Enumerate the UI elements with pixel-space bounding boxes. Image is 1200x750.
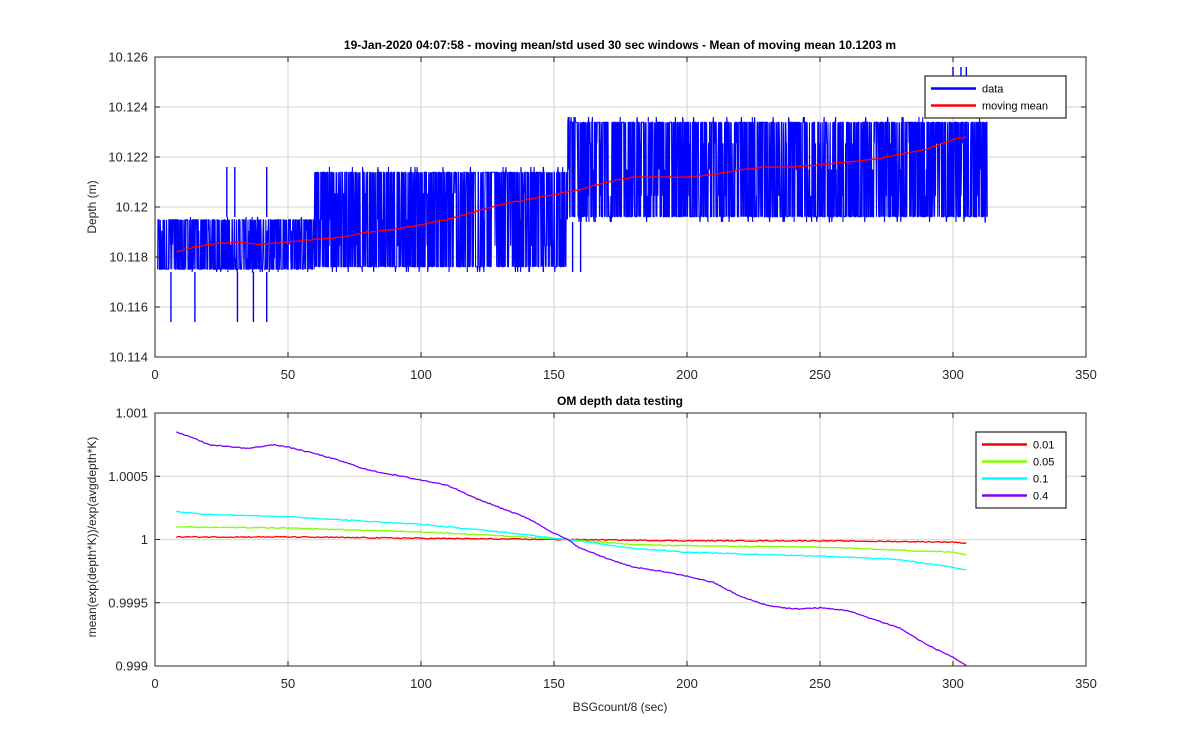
y-tick-label: 10.114 <box>109 350 148 365</box>
legend-label: 0.1 <box>1033 474 1048 486</box>
y-tick-label: 10.126 <box>108 50 148 65</box>
legend-label: 0.05 <box>1033 457 1054 469</box>
x-tick-label: 350 <box>1075 367 1097 382</box>
y-tick-label: 0.9995 <box>108 595 148 610</box>
x-tick-label: 0 <box>151 676 158 691</box>
chart-title: OM depth data testing <box>557 394 683 408</box>
om-testing-chart: OM depth data testing mean(exp(depth*K))… <box>85 394 1097 714</box>
series-line-moving-mean <box>176 136 967 253</box>
y-tick-label: 10.122 <box>108 150 148 165</box>
y-tick-label: 10.124 <box>108 100 148 115</box>
legend-label: data <box>982 84 1004 96</box>
x-tick-label: 250 <box>809 367 831 382</box>
x-tick-label: 50 <box>281 367 295 382</box>
legend-label: 0.01 <box>1033 440 1054 452</box>
x-tick-label: 350 <box>1075 676 1097 691</box>
y-tick-label: 10.116 <box>109 300 148 315</box>
series-line-0-1 <box>176 510 967 571</box>
legend: 0.01 0.05 0.1 0.4 <box>975 431 1067 509</box>
y-tick-label: 0.999 <box>115 659 148 674</box>
x-tick-label: 300 <box>942 676 964 691</box>
y-tick-label: 1.001 <box>115 406 148 421</box>
series-group <box>157 67 988 322</box>
tick-labels: 0 50 100 150 200 250 300 350 0.999 0.9995 1 1.0005 1… <box>108 406 1097 692</box>
x-tick-label: 200 <box>676 367 698 382</box>
y-tick-label: 1 <box>141 532 148 547</box>
depth-chart: 19-Jan-2020 04:07:58 - moving mean/std u… <box>85 38 1097 382</box>
x-tick-label: 100 <box>410 367 432 382</box>
x-tick-label: 50 <box>281 676 295 691</box>
y-tick-label: 10.118 <box>109 250 148 265</box>
y-axis-label: Depth (m) <box>85 180 99 233</box>
x-tick-label: 150 <box>543 367 565 382</box>
series-group <box>175 431 967 667</box>
y-tick-label: 10.12 <box>115 200 148 215</box>
legend-label: 0.4 <box>1033 491 1048 503</box>
x-tick-label: 0 <box>151 367 158 382</box>
series-line-data <box>157 116 988 273</box>
legend: data moving mean <box>924 75 1067 119</box>
series-line-0-4 <box>176 431 967 667</box>
legend-box <box>924 75 1067 119</box>
x-tick-label: 150 <box>543 676 565 691</box>
x-tick-label: 300 <box>942 367 964 382</box>
y-tick-label: 1.0005 <box>108 469 148 484</box>
x-tick-label: 100 <box>410 676 432 691</box>
grid <box>155 413 1086 666</box>
legend-label: moving mean <box>982 101 1048 113</box>
chart-title: 19-Jan-2020 04:07:58 - moving mean/std u… <box>344 38 896 52</box>
x-tick-label: 200 <box>676 676 698 691</box>
x-axis-label: BSGcount/8 (sec) <box>573 700 668 714</box>
tick-labels: 0 50 100 150 200 250 300 350 10.114 10.116 10.118 1… <box>108 50 1097 383</box>
y-axis-label: mean(exp(depth*K))/exp(avgdepth*K) <box>85 437 99 638</box>
x-tick-label: 250 <box>809 676 831 691</box>
